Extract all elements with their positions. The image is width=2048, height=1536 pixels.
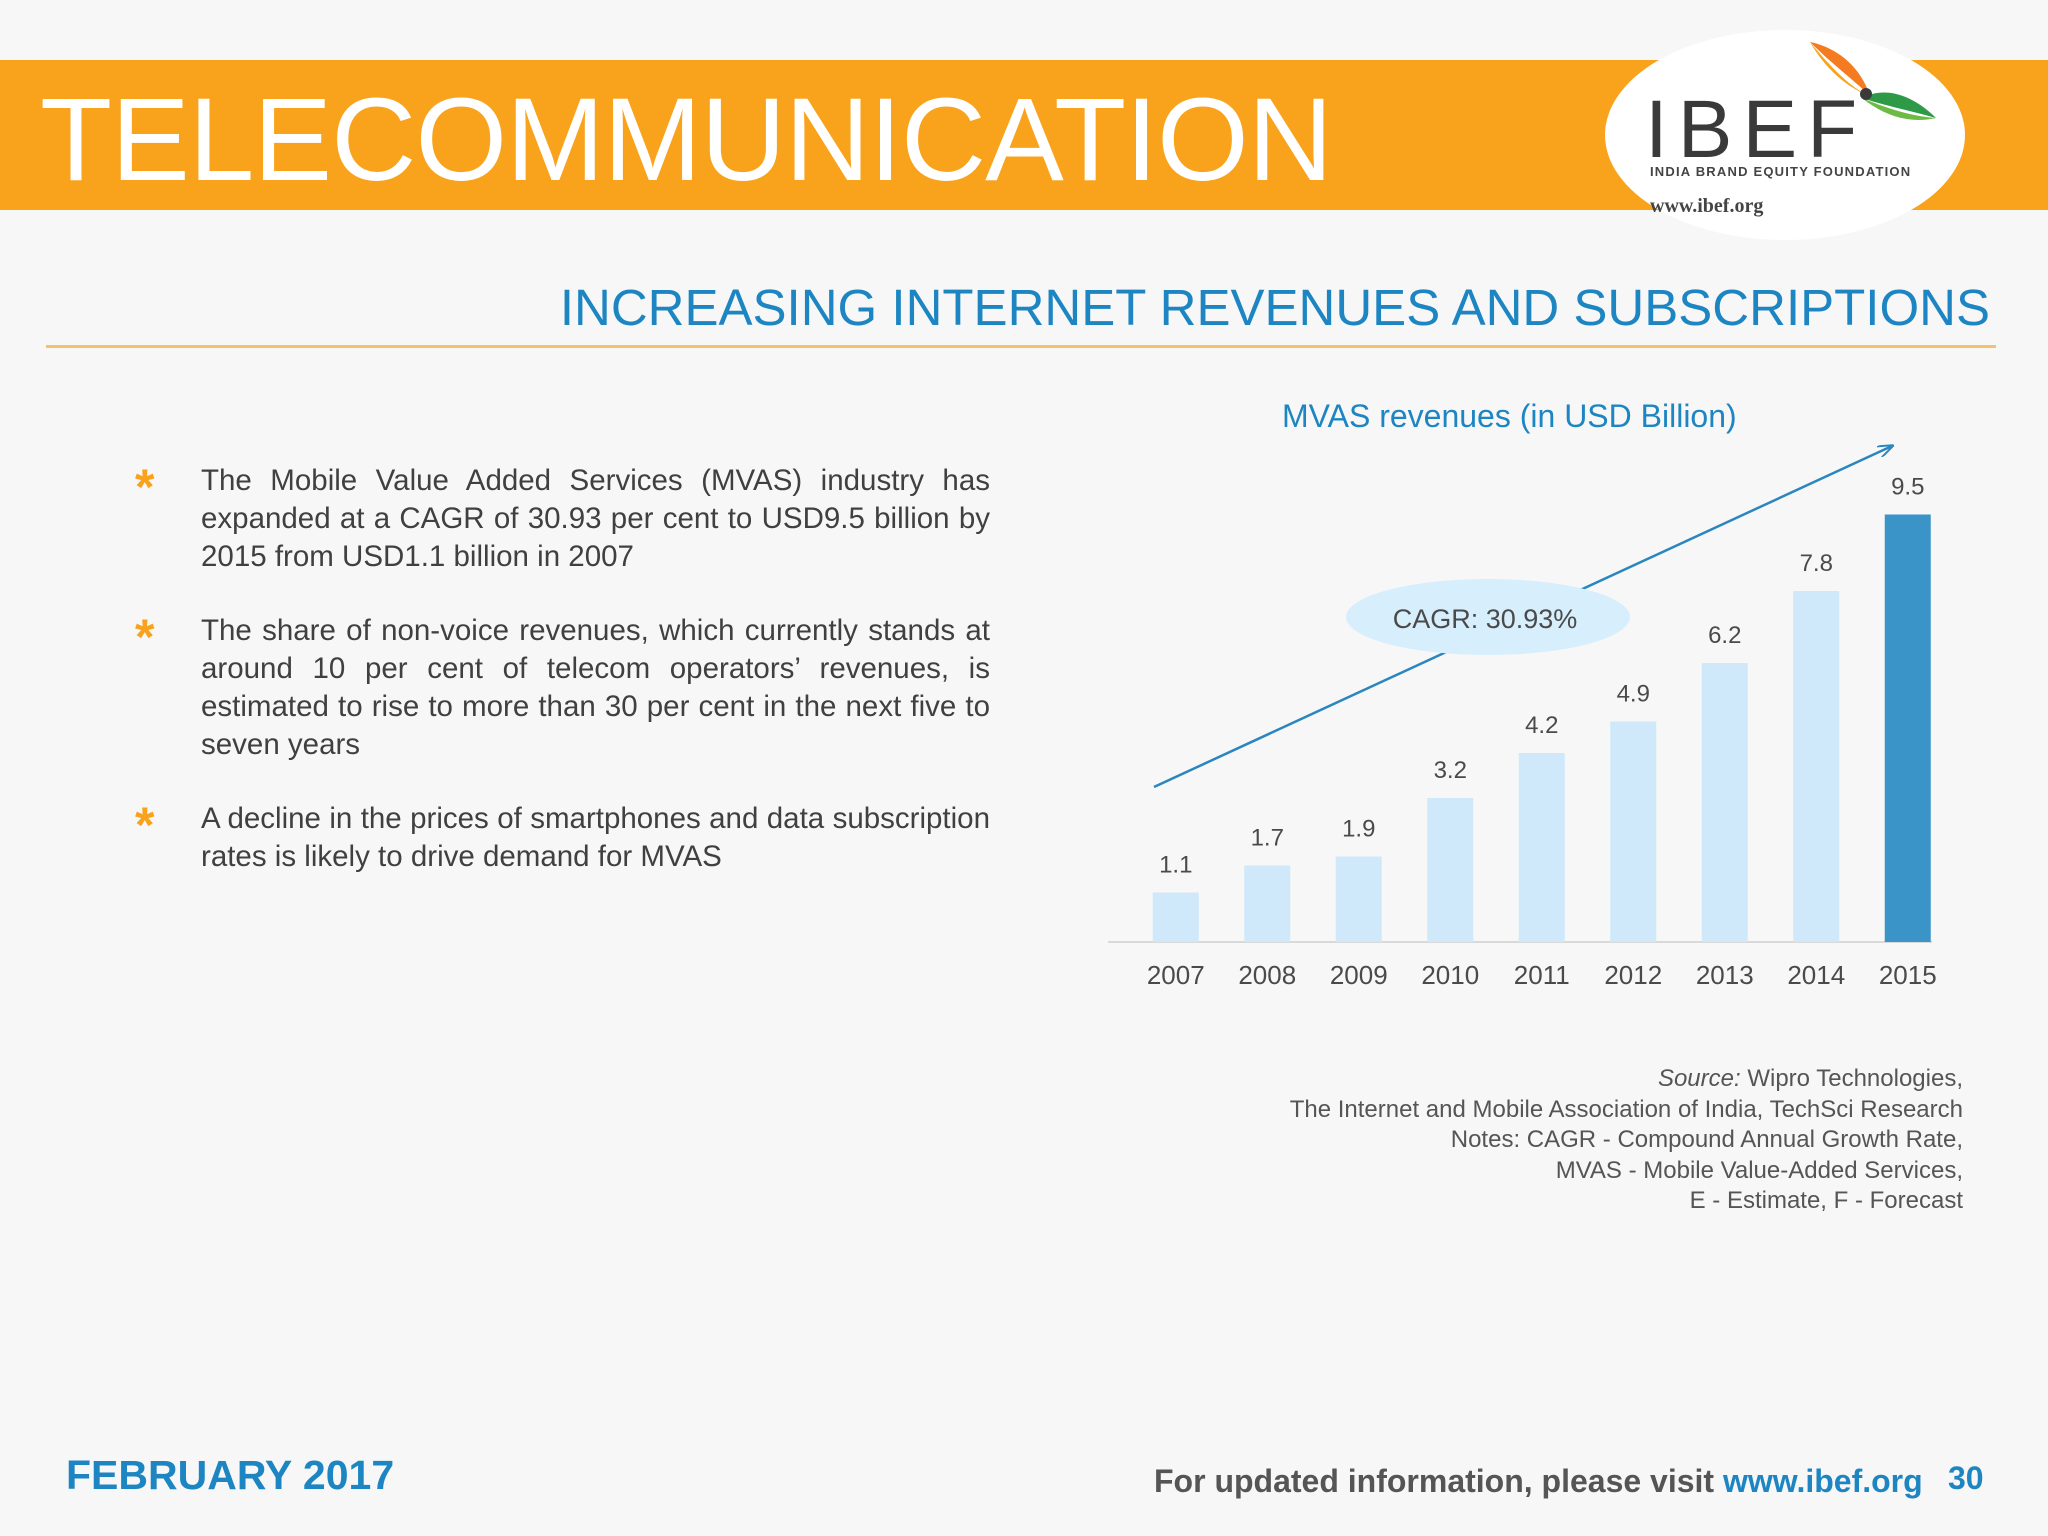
data-label-2007: 1.1 bbox=[1159, 852, 1192, 879]
mvas-revenue-bar-chart: 1.1 1.7 1.9 3.2 4.2 4.9 6.2 7.8 9.5 2007 2008 2009… bbox=[1108, 430, 1937, 990]
data-label-2009: 1.9 bbox=[1342, 816, 1375, 843]
footer-visit-text: For updated information, please visit ww… bbox=[1154, 1463, 1923, 1500]
x-tick-label-2015: 2015 bbox=[1879, 960, 1937, 990]
footer-date: FEBRUARY 2017 bbox=[66, 1452, 395, 1498]
data-label-2012: 4.9 bbox=[1617, 681, 1650, 708]
logo-subtitle: INDIA BRAND EQUITY FOUNDATION bbox=[1650, 164, 1912, 179]
footer-visit-label: For updated information, please visit bbox=[1154, 1463, 1715, 1499]
bar-2012 bbox=[1610, 721, 1657, 942]
page-number: 30 bbox=[1948, 1460, 1984, 1496]
bar-2013 bbox=[1701, 663, 1748, 942]
cagr-annotation-oval bbox=[1346, 579, 1630, 655]
logo-wordmark: IBEF bbox=[1645, 84, 1868, 175]
bullet-text: A decline in the prices of smartphones a… bbox=[201, 802, 990, 873]
bar-2014 bbox=[1793, 591, 1840, 942]
section-title: INCREASING INTERNET REVENUES AND SUBSCRI… bbox=[559, 279, 1990, 336]
data-label-2014: 7.8 bbox=[1800, 550, 1833, 577]
bullet-text: The Mobile Value Added Services (MVAS) i… bbox=[201, 464, 990, 573]
logo-background bbox=[1605, 30, 1965, 240]
logo-url: www.ibef.org bbox=[1650, 195, 1764, 217]
notes-line: MVAS - Mobile Value-Added Services, bbox=[1555, 1156, 1963, 1184]
data-label-2008: 1.7 bbox=[1251, 825, 1284, 852]
source-label: Source: bbox=[1657, 1065, 1741, 1092]
bullet-asterisk-icon: * bbox=[135, 797, 155, 853]
page-title: TELECOMMUNICATION bbox=[40, 74, 1333, 206]
bar-2008 bbox=[1244, 865, 1291, 942]
source-line: Source: Wipro Technologies, bbox=[1290, 1064, 1963, 1095]
x-tick-label-2008: 2008 bbox=[1238, 960, 1296, 990]
footer-link[interactable]: www.ibef.org bbox=[1722, 1463, 1923, 1499]
bar-2010 bbox=[1427, 798, 1474, 942]
bullet-asterisk-icon: * bbox=[135, 459, 155, 515]
bar-2009 bbox=[1335, 856, 1382, 942]
data-label-2010: 3.2 bbox=[1434, 757, 1467, 784]
bullet-item: * A decline in the prices of smartphones… bbox=[135, 800, 990, 876]
notes-line: Notes: CAGR - Compound Annual Growth Rat… bbox=[1450, 1126, 1963, 1153]
x-tick-label-2013: 2013 bbox=[1696, 960, 1754, 990]
bullet-item: * The Mobile Value Added Services (MVAS)… bbox=[135, 462, 990, 576]
cagr-annotation: CAGR: 30.93% bbox=[1393, 604, 1578, 634]
bullet-asterisk-icon: * bbox=[135, 609, 155, 665]
data-label-2013: 6.2 bbox=[1708, 622, 1741, 649]
ibef-bird-icon bbox=[1810, 42, 1936, 120]
x-tick-label-2007: 2007 bbox=[1147, 960, 1205, 990]
x-tick-label-2014: 2014 bbox=[1787, 960, 1845, 990]
bar-2015 bbox=[1884, 514, 1931, 942]
x-tick-label-2010: 2010 bbox=[1421, 960, 1479, 990]
data-label-2011: 4.2 bbox=[1525, 712, 1558, 739]
section-divider bbox=[46, 345, 1996, 348]
bullet-list: * The Mobile Value Added Services (MVAS)… bbox=[135, 462, 990, 912]
source-notes: Source: Wipro Technologies, The Internet… bbox=[1290, 1064, 1963, 1217]
bar-2011 bbox=[1518, 753, 1565, 942]
bullet-text: The share of non-voice revenues, which c… bbox=[201, 614, 990, 761]
bar-2007 bbox=[1152, 892, 1199, 942]
source-line: The Internet and Mobile Association of I… bbox=[1289, 1095, 1963, 1123]
x-tick-label-2009: 2009 bbox=[1330, 960, 1388, 990]
chart-title: MVAS revenues (in USD Billion) bbox=[1282, 398, 1737, 434]
x-tick-label-2011: 2011 bbox=[1514, 960, 1570, 990]
source-text: Wipro Technologies, bbox=[1747, 1065, 1963, 1092]
bullet-item: * The share of non-voice revenues, which… bbox=[135, 612, 990, 764]
data-label-2015: 9.5 bbox=[1891, 474, 1924, 501]
notes-line: E - Estimate, F - Forecast bbox=[1689, 1187, 1963, 1214]
x-tick-label-2012: 2012 bbox=[1604, 960, 1662, 990]
